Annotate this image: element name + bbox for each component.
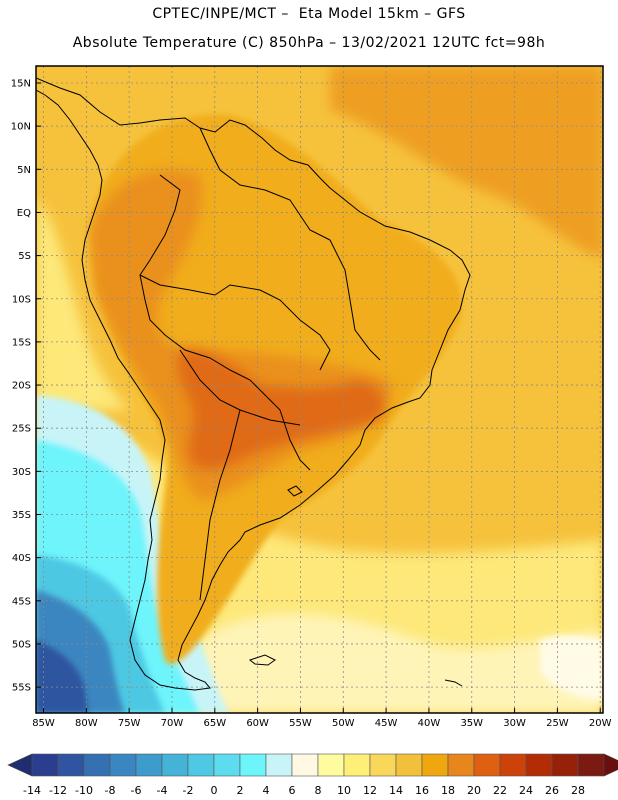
colorbar-label: 12 — [363, 784, 377, 797]
lat-label: 15N — [11, 79, 31, 90]
colorbar-swatch — [83, 753, 111, 777]
country-borders — [36, 77, 471, 691]
colorbar-swatch — [213, 753, 241, 777]
colorbar-swatch — [343, 753, 371, 777]
colorbar-swatch — [161, 753, 189, 777]
colorbar-label: -4 — [157, 784, 168, 797]
lat-label: 50S — [12, 639, 31, 650]
lon-label: 70W — [161, 718, 184, 729]
colorbar-swatch — [447, 753, 475, 777]
colorbar-swatch — [395, 753, 423, 777]
colorbar-label: 4 — [263, 784, 270, 797]
lat-label: 40S — [12, 553, 31, 564]
colorbar-swatch — [291, 753, 319, 777]
chart-title-line2: Absolute Temperature (C) 850hPa – 13/02/… — [72, 35, 546, 51]
lat-axis: 15N 10N 5N EQ 5S 10S 15S 20S 25S 30S 35S 40S 45S 50S 5… — [11, 79, 41, 694]
lat-label: 45S — [12, 596, 31, 607]
colorbar-swatch — [499, 753, 527, 777]
lon-label: 20W — [589, 718, 612, 729]
lat-label: EQ — [17, 208, 31, 219]
lon-label: 65W — [203, 718, 226, 729]
colorbar-swatch — [369, 753, 397, 777]
colorbar-label: 20 — [467, 784, 481, 797]
colorbar-label: 14 — [389, 784, 403, 797]
lon-label: 45W — [375, 718, 398, 729]
island-falklands — [248, 654, 276, 666]
colorbar-swatch — [577, 753, 605, 777]
colorbar-label: 18 — [441, 784, 455, 797]
lon-label: 60W — [246, 718, 269, 729]
lat-label: 15S — [12, 337, 31, 348]
lon-label: 85W — [32, 718, 55, 729]
field-cold-deep — [36, 640, 88, 713]
colorbar-label: 10 — [337, 784, 351, 797]
colorbar-swatch — [317, 753, 345, 777]
colorbar-label: 2 — [237, 784, 244, 797]
coastline — [36, 77, 471, 691]
field-northeast-warm — [330, 66, 603, 260]
colorbar-swatch — [57, 753, 85, 777]
colorbar-label: 22 — [493, 784, 507, 797]
lon-label: 40W — [418, 718, 441, 729]
field-south-paler — [200, 613, 603, 713]
colorbar-swatch — [525, 753, 553, 777]
lon-label: 55W — [289, 718, 312, 729]
colorbar-label: 26 — [545, 784, 559, 797]
chart-title-line1: CPTEC/INPE/MCT – Eta Model 15km – GFS — [152, 6, 466, 22]
lat-label: 20S — [12, 381, 31, 392]
colorbar-label: -6 — [131, 784, 142, 797]
colorbar-label: -2 — [183, 784, 194, 797]
field-cream-east — [540, 635, 603, 700]
lat-label: 5N — [17, 165, 31, 176]
colorbar-swatch — [551, 753, 579, 777]
colorbar-arrow-left — [7, 753, 33, 777]
map-panel — [36, 66, 603, 713]
lon-label: 30W — [503, 718, 526, 729]
colorbar-label: -10 — [75, 784, 93, 797]
lat-label: 5S — [18, 251, 31, 262]
lat-label: 30S — [12, 467, 31, 478]
lat-label: 35S — [12, 510, 31, 521]
lat-label: 55S — [12, 683, 31, 694]
colorbar-arrow-right — [603, 753, 618, 777]
colorbar-swatch — [187, 753, 215, 777]
lon-label: 50W — [332, 718, 355, 729]
colorbar-label: -12 — [49, 784, 67, 797]
field-hot-core — [178, 349, 384, 470]
island-south-georgia — [444, 679, 463, 687]
lon-axis: 85W 80W 75W 70W 65W 60W 55W 50W 45W 40W 35W 30W 25W 2… — [32, 708, 612, 729]
lagoon — [287, 485, 303, 497]
colorbar-label: 0 — [211, 784, 218, 797]
lon-label: 35W — [460, 718, 483, 729]
field-pacific-pale — [36, 200, 130, 410]
colorbar: -14 -12 -10 -8 -6 -4 -2 0 2 4 6 8 10 12 14 16 18 20 22 24 26… — [7, 753, 618, 797]
colorbar-label: 28 — [571, 784, 585, 797]
colorbar-label: -14 — [23, 784, 41, 797]
lon-label: 75W — [118, 718, 141, 729]
colorbar-label: 16 — [415, 784, 429, 797]
lon-label: 25W — [546, 718, 569, 729]
colorbar-swatch — [109, 753, 137, 777]
colorbar-swatch — [421, 753, 449, 777]
lat-label: 10N — [11, 122, 31, 133]
colorbar-swatch — [31, 753, 59, 777]
map-frame — [35, 65, 604, 714]
colorbar-swatch — [239, 753, 267, 777]
lat-label: 10S — [12, 294, 31, 305]
colorbar-label: -8 — [105, 784, 116, 797]
colorbar-label: 24 — [519, 784, 533, 797]
colorbar-swatch — [265, 753, 293, 777]
lat-label: 25S — [12, 424, 31, 435]
colorbar-label: 8 — [315, 784, 322, 797]
colorbar-swatch — [135, 753, 163, 777]
colorbar-label: 6 — [289, 784, 296, 797]
lon-label: 80W — [75, 718, 98, 729]
inner-border — [139, 127, 381, 601]
colorbar-swatch — [473, 753, 501, 777]
